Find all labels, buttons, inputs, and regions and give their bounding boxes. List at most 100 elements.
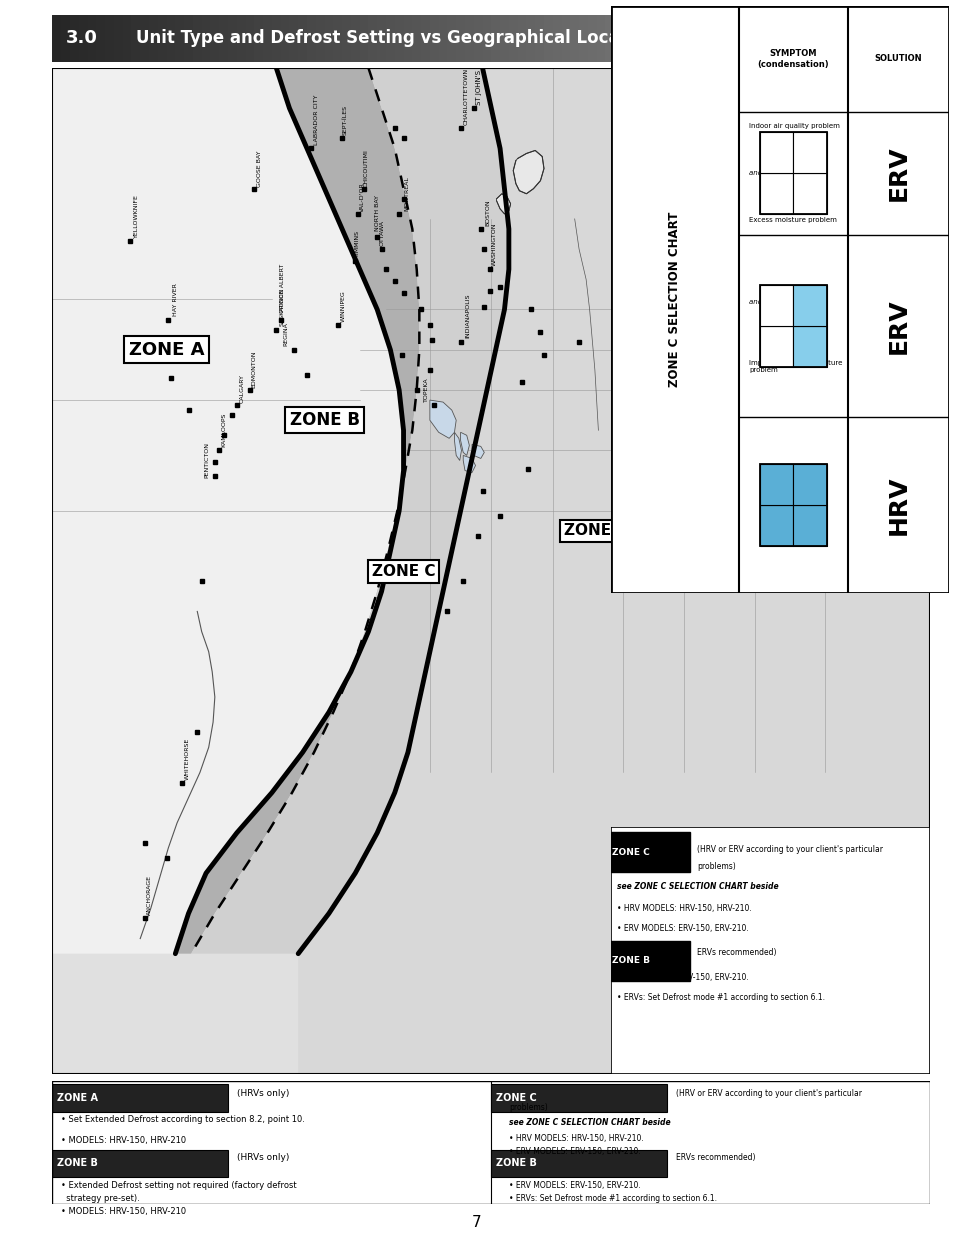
Bar [793, 132, 826, 173]
Bar [868, 15, 877, 62]
Text: and / or: and / or [749, 299, 776, 305]
Text: (HRV or ERV according to your client's particular: (HRV or ERV according to your client's p… [675, 1089, 861, 1098]
Bar [175, 15, 184, 62]
Bar [193, 15, 201, 62]
Text: (HRVs only): (HRVs only) [236, 1153, 289, 1162]
Text: • ERVs: Set Defrost mode #1 according to section 6.1.: • ERVs: Set Defrost mode #1 according to… [508, 1194, 716, 1203]
Bar [759, 132, 793, 173]
Bar [447, 15, 456, 62]
Bar [491, 1150, 666, 1177]
Text: see ZONE C SELECTION CHART beside: see ZONE C SELECTION CHART beside [617, 882, 778, 890]
Text: PRINCE ALBERT: PRINCE ALBERT [279, 263, 285, 311]
Bar [96, 15, 105, 62]
Bar [710, 15, 719, 62]
Text: WHITEHORSE: WHITEHORSE [185, 737, 190, 779]
Bar [376, 15, 386, 62]
Bar [759, 132, 826, 215]
Bar [806, 15, 815, 62]
Text: YELLOWKNIFE: YELLOWKNIFE [134, 194, 139, 238]
Text: CHARLOTTETOWN: CHARLOTTETOWN [463, 68, 468, 125]
Text: • MODELS: HRV-150, HRV-210: • MODELS: HRV-150, HRV-210 [61, 1207, 186, 1215]
Text: MONTRÉAL: MONTRÉAL [404, 175, 409, 211]
Bar [877, 15, 885, 62]
Bar [123, 15, 132, 62]
Bar [386, 15, 395, 62]
Text: VAL-D'OR: VAL-D'OR [359, 182, 364, 212]
Text: (HRV or ERV according to your client's particular: (HRV or ERV according to your client's p… [696, 845, 882, 853]
Bar [631, 15, 639, 62]
Text: • HRV MODELS: HRV-150, HRV-210.: • HRV MODELS: HRV-150, HRV-210. [508, 1134, 643, 1142]
Bar [727, 15, 737, 62]
Polygon shape [191, 68, 508, 953]
Text: HAY RIVER: HAY RIVER [172, 283, 177, 315]
Text: TIMMINS: TIMMINS [355, 230, 360, 257]
Bar [132, 15, 140, 62]
Bar [184, 15, 193, 62]
Bar [482, 15, 491, 62]
Text: • ERV MODELS: ERV-150, ERV-210.: • ERV MODELS: ERV-150, ERV-210. [617, 924, 748, 932]
Bar [342, 15, 351, 62]
Bar [587, 15, 596, 62]
Bar [793, 463, 826, 505]
Text: • MODELS: HRV-150, HRV-210: • MODELS: HRV-150, HRV-210 [61, 1136, 186, 1145]
Bar [639, 15, 649, 62]
Text: 7: 7 [472, 1215, 481, 1230]
Bar [693, 15, 701, 62]
Bar [793, 285, 826, 326]
Bar [561, 15, 570, 62]
Text: ZONE C: ZONE C [612, 847, 649, 857]
Bar [649, 15, 658, 62]
Text: ZONE C SELECTION CHART: ZONE C SELECTION CHART [668, 211, 680, 388]
Polygon shape [497, 194, 510, 214]
Bar [315, 15, 324, 62]
Bar [815, 15, 824, 62]
Bar [491, 15, 499, 62]
Text: ANCHORAGE: ANCHORAGE [147, 876, 152, 915]
Text: SASKATOON: SASKATOON [279, 287, 285, 326]
Bar [280, 15, 289, 62]
Bar [508, 15, 517, 62]
Bar [52, 1150, 228, 1177]
Bar [430, 15, 438, 62]
Bar [403, 15, 412, 62]
Bar [793, 505, 826, 546]
Text: and / or: and / or [749, 170, 776, 177]
Text: WINNIPEG: WINNIPEG [340, 290, 345, 321]
Text: GOOSE BAY: GOOSE BAY [256, 151, 262, 186]
Text: ZONE A: ZONE A [57, 1093, 98, 1103]
Text: Indoor air quality problem: Indoor air quality problem [749, 124, 840, 130]
Text: strategy pre-set).: strategy pre-set). [61, 1194, 140, 1203]
Text: ZONE B: ZONE B [496, 1158, 536, 1168]
Bar [596, 15, 605, 62]
Text: EDMONTON: EDMONTON [252, 351, 256, 388]
Bar [324, 15, 333, 62]
Bar [70, 15, 79, 62]
Bar [236, 15, 245, 62]
Bar [298, 15, 307, 62]
Bar [219, 15, 228, 62]
Polygon shape [298, 68, 929, 1074]
Text: WASHINGTON: WASHINGTON [492, 222, 497, 267]
Polygon shape [472, 445, 484, 458]
Bar [885, 15, 894, 62]
Bar [793, 326, 826, 367]
Text: (HRVs only): (HRVs only) [236, 1089, 289, 1098]
Bar [793, 173, 826, 215]
Polygon shape [52, 68, 403, 953]
Text: ERV: ERV [885, 298, 909, 353]
Text: • ERV MODELS: ERV-150, ERV-210.: • ERV MODELS: ERV-150, ERV-210. [617, 973, 748, 982]
Text: CHICOUTIMI: CHICOUTIMI [364, 149, 369, 186]
Bar [614, 15, 622, 62]
Bar [552, 15, 561, 62]
Bar [759, 285, 826, 367]
Bar [52, 15, 61, 62]
Bar [578, 15, 587, 62]
Bar [359, 15, 368, 62]
Bar [157, 15, 167, 62]
Bar [762, 15, 771, 62]
Text: ERVs recommended): ERVs recommended) [696, 948, 776, 957]
Polygon shape [430, 400, 456, 438]
Bar [526, 15, 535, 62]
Bar [759, 463, 826, 546]
Text: problems): problems) [508, 1103, 547, 1112]
